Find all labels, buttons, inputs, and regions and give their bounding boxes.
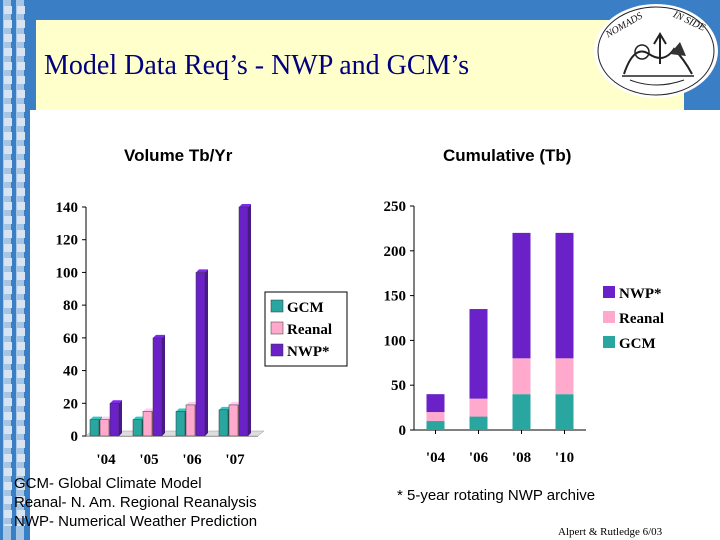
bar-gcm bbox=[218, 409, 229, 437]
bar-top bbox=[219, 406, 231, 410]
legend-label: GCM bbox=[287, 300, 324, 316]
footnote-gcm: GCM- Global Climate Model bbox=[14, 475, 202, 492]
chart2-title: Cumulative (Tb) bbox=[443, 146, 572, 165]
cumulative-chart: 0 50 100 150 200 250 '04 '06 '08 '10 NWP* Reanal GCM bbox=[384, 199, 677, 466]
y-tick-label: 50 bbox=[391, 378, 406, 394]
bar-reanal bbox=[142, 411, 153, 437]
bar-nwp bbox=[152, 337, 163, 437]
credit-text: Alpert & Rutledge 6/03 bbox=[558, 526, 663, 538]
bar-top bbox=[90, 416, 102, 420]
bar-top bbox=[153, 334, 165, 338]
logo-drawing bbox=[597, 6, 715, 96]
legend-label: Reanal bbox=[287, 322, 332, 338]
y-tick-label: 200 bbox=[384, 244, 407, 260]
stack-gcm bbox=[555, 394, 574, 430]
stack-reanal bbox=[426, 412, 445, 422]
bar-top bbox=[176, 408, 188, 412]
bar-reanal bbox=[99, 419, 110, 437]
bar-side bbox=[119, 400, 122, 436]
bar-gcm bbox=[132, 419, 143, 437]
nomads-logo: NOMADS IN SIDE bbox=[594, 4, 718, 98]
y-tick-label: 20 bbox=[63, 396, 78, 412]
y-tick-label: 0 bbox=[399, 423, 407, 439]
y-tick-label: 100 bbox=[56, 265, 79, 281]
stack-reanal bbox=[555, 358, 574, 395]
bar-nwp bbox=[238, 206, 249, 437]
x-tick-label: '06 bbox=[469, 450, 489, 466]
bar-gcm bbox=[175, 411, 186, 437]
x-tick-label: '04 bbox=[426, 450, 446, 466]
stack-nwp bbox=[512, 232, 531, 359]
stack-gcm bbox=[426, 421, 445, 430]
bar-top bbox=[196, 269, 208, 273]
bar-top bbox=[100, 416, 112, 420]
y-tick-label: 140 bbox=[56, 200, 79, 216]
legend-swatch bbox=[270, 343, 284, 357]
stack-nwp bbox=[469, 309, 488, 399]
legend-label: Reanal bbox=[619, 311, 664, 327]
footnotes: GCM- Global Climate Model Reanal- N. Am.… bbox=[14, 474, 257, 531]
slide-title: Model Data Req’s - NWP and GCM’s bbox=[44, 50, 470, 81]
chart1-title: Volume Tb/Yr bbox=[124, 146, 233, 165]
stack-reanal bbox=[469, 398, 488, 417]
bar-gcm bbox=[89, 419, 100, 437]
y-tick-label: 80 bbox=[63, 298, 78, 314]
x-tick-label: '07 bbox=[225, 452, 245, 468]
content-background-left bbox=[30, 110, 86, 540]
archive-note: * 5-year rotating NWP archive bbox=[397, 487, 596, 504]
bar-top bbox=[186, 401, 198, 405]
bar-side bbox=[162, 334, 165, 436]
stack-nwp bbox=[426, 394, 445, 413]
y-tick-label: 120 bbox=[56, 233, 79, 249]
stack-reanal bbox=[512, 358, 531, 395]
bar-reanal bbox=[185, 404, 196, 437]
stack-nwp bbox=[555, 232, 574, 359]
stack-gcm bbox=[512, 394, 531, 430]
bar-top bbox=[229, 401, 241, 405]
legend-label: GCM bbox=[619, 336, 656, 352]
legend-swatch bbox=[603, 336, 615, 348]
legend-label: NWP* bbox=[287, 344, 330, 360]
x-tick-label: '08 bbox=[512, 450, 531, 466]
x-tick-label: '10 bbox=[555, 450, 574, 466]
bar-top bbox=[143, 408, 155, 412]
title-box bbox=[36, 20, 684, 110]
bar-top bbox=[110, 400, 122, 404]
legend-swatch bbox=[270, 321, 284, 335]
legend-swatch bbox=[603, 311, 615, 323]
volume-chart: 0 20 40 60 80 100 120 140 '04 '05 '06 '07 GCM Reanal N… bbox=[56, 200, 348, 468]
stack-gcm bbox=[469, 416, 488, 430]
bar-nwp bbox=[109, 403, 120, 437]
legend-swatch bbox=[603, 286, 615, 298]
bar-nwp bbox=[195, 272, 206, 437]
bar-top bbox=[133, 416, 145, 420]
footnote-nwp: NWP- Numerical Weather Prediction bbox=[14, 513, 258, 530]
x-tick-label: '06 bbox=[182, 452, 202, 468]
bar-side bbox=[248, 204, 251, 436]
y-tick-label: 40 bbox=[63, 364, 78, 380]
y-tick-label: 100 bbox=[384, 333, 407, 349]
footnote-reanal: Reanal- N. Am. Regional Reanalysis bbox=[14, 494, 257, 511]
bar-side bbox=[205, 269, 208, 436]
y-tick-label: 250 bbox=[384, 199, 407, 215]
x-tick-label: '05 bbox=[139, 452, 158, 468]
x-tick-label: '04 bbox=[96, 452, 116, 468]
legend-label: NWP* bbox=[619, 286, 662, 302]
legend-swatch bbox=[270, 299, 284, 313]
y-tick-label: 0 bbox=[71, 429, 79, 445]
bar-top bbox=[239, 204, 251, 207]
y-tick-label: 60 bbox=[63, 331, 78, 347]
bar-reanal bbox=[228, 404, 239, 437]
y-tick-label: 150 bbox=[384, 289, 407, 305]
